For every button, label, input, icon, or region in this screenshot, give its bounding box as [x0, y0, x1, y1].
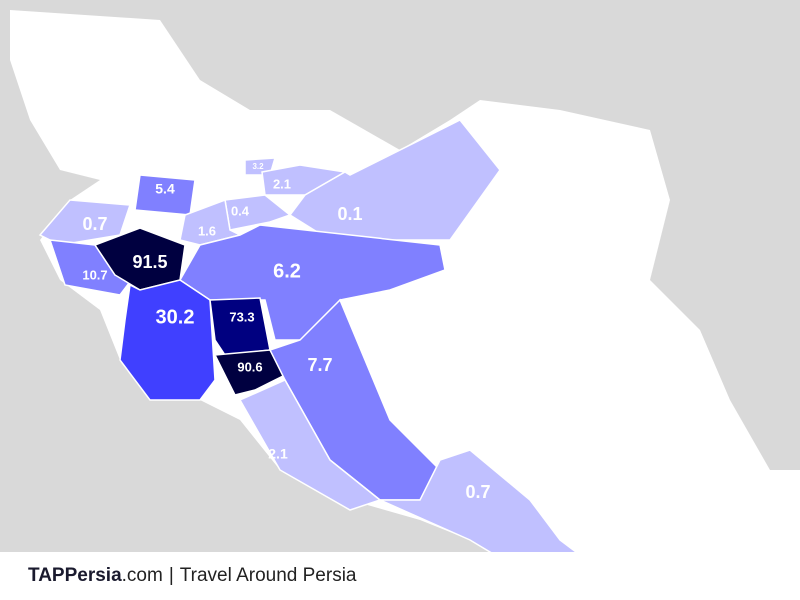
- brand: TAPPersia: [28, 565, 122, 586]
- region: [379, 449, 578, 552]
- region-value-label: 90.6: [237, 359, 262, 374]
- tagline: Travel Around Persia: [179, 565, 357, 586]
- region-value-label: 10.7: [82, 267, 107, 282]
- region: [213, 349, 287, 396]
- separator: |: [168, 565, 174, 586]
- region-value-label: 2.1: [273, 176, 291, 191]
- region-value-label: 0.7: [465, 482, 490, 502]
- region-value-label: 2.1: [268, 446, 288, 462]
- region-value-label: 30.2: [156, 306, 195, 328]
- region-value-label: 3.2: [252, 162, 264, 171]
- domain: .com: [121, 565, 163, 586]
- map: 0.7 5.4 3.2 2.1 0.4 0.1 1.6 10.7 91.5 6.2 30.2 73.3…: [10, 10, 800, 552]
- region-value-label: 1.6: [198, 223, 216, 238]
- footer: TAPPersia.com | Travel Around Persia: [0, 552, 800, 600]
- region-value-label: 0.7: [82, 214, 107, 234]
- region-value-label: 73.3: [229, 309, 254, 324]
- region-value-label: 0.1: [337, 204, 362, 224]
- region-value-label: 5.4: [155, 181, 175, 197]
- region-value-label: 0.4: [231, 203, 250, 218]
- region: [119, 279, 216, 401]
- region: [288, 119, 501, 241]
- region-value-label: 6.2: [273, 260, 301, 282]
- region-value-label: 91.5: [132, 252, 167, 272]
- region: [209, 297, 271, 356]
- region-value-label: 7.7: [307, 355, 332, 375]
